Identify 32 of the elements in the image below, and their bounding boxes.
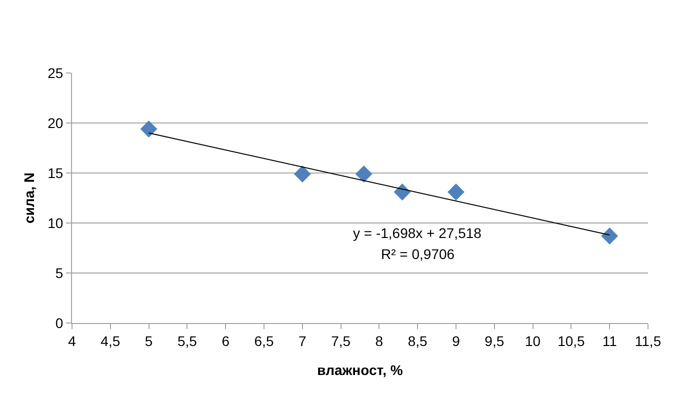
x-tick-label: 6 [222, 332, 230, 349]
y-tick-label: 20 [48, 114, 64, 131]
y-tick-label: 15 [48, 164, 64, 181]
y-tick-label: 5 [55, 264, 64, 281]
x-tick-label: 4 [68, 332, 76, 349]
x-tick-label: 8 [375, 332, 384, 349]
y-tick-label: 10 [48, 214, 64, 231]
point [140, 120, 158, 138]
x-tick-label: 10,5 [558, 332, 586, 349]
y-tick-label: 25 [48, 64, 64, 81]
x-tick-label: 8,5 [408, 332, 428, 349]
y-axis-title: сила, N [21, 172, 37, 224]
x-tick-label: 11,5 [634, 332, 662, 349]
point [448, 184, 464, 200]
point [394, 184, 411, 200]
x-tick-label: 5 [144, 332, 153, 349]
point [294, 166, 311, 182]
x-tick-label: 9,5 [484, 332, 504, 349]
point [601, 228, 618, 244]
annotation: y = -1,698x + 27,518 [353, 225, 482, 241]
x-axis-title: влажност, % [317, 362, 404, 378]
x-tick-label: 4,5 [100, 332, 120, 349]
x-tick-label: 5,5 [177, 332, 198, 349]
y-tick-label: 0 [55, 314, 64, 331]
x-tick-label: 11 [602, 332, 618, 349]
x-tick-label: 10 [525, 332, 541, 349]
x-tick-label: 7,5 [331, 332, 351, 349]
annotation: R² = 0,9706 [381, 246, 455, 262]
x-tick-label: 6,5 [254, 332, 274, 349]
x-tick-label: 9 [452, 332, 460, 349]
x-tick-label: 7 [298, 332, 306, 349]
point [355, 166, 372, 182]
